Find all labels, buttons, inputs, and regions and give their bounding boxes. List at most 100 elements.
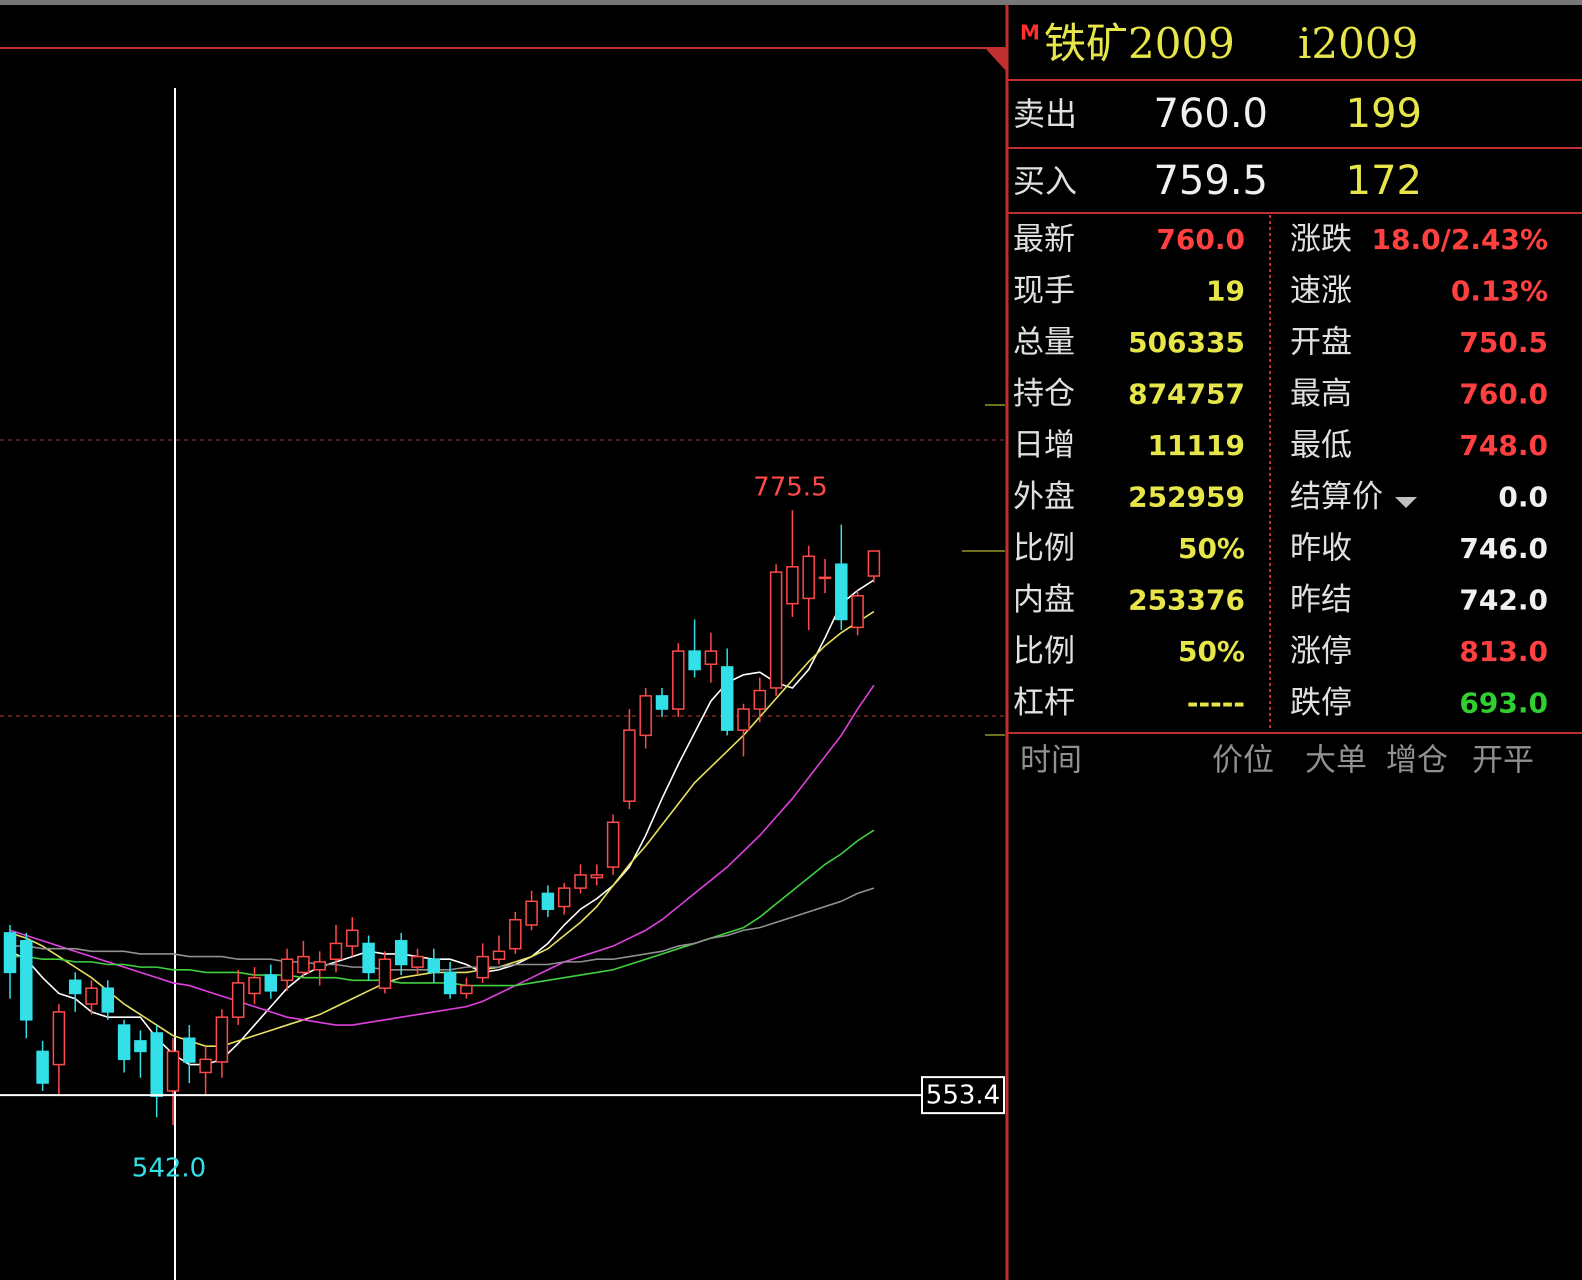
candle-body xyxy=(378,958,392,989)
candle-body xyxy=(183,1037,196,1063)
panel-lines xyxy=(1008,79,1582,734)
row-value: 11119 xyxy=(1148,429,1245,462)
candle-body xyxy=(672,650,685,710)
row-label: 昨收 xyxy=(1290,531,1352,567)
low-label: 542.0 xyxy=(132,1154,206,1184)
quote-name: 铁矿2009 xyxy=(1044,19,1235,68)
row-value: 19 xyxy=(1206,275,1245,308)
bid-price: 759.5 xyxy=(1153,158,1268,204)
ask-volume: 199 xyxy=(1346,91,1422,137)
row-label: 比例 xyxy=(1013,634,1075,670)
high-label: 775.5 xyxy=(753,473,827,503)
candle-body xyxy=(329,942,343,960)
ask-price: 760.0 xyxy=(1153,91,1268,137)
candle-body xyxy=(313,961,326,971)
candle-body xyxy=(492,950,506,960)
row-label: 最新 xyxy=(1013,222,1075,258)
candle-body xyxy=(574,874,587,889)
quote-code: i2009 xyxy=(1298,19,1418,68)
candle-body xyxy=(753,689,767,710)
candle-body xyxy=(150,1032,163,1097)
candle-body xyxy=(85,987,98,1005)
row-label: 比例 xyxy=(1013,531,1075,567)
row-label: 开盘 xyxy=(1290,325,1352,361)
row-value: 748.0 xyxy=(1459,429,1548,462)
candle-body xyxy=(394,940,408,966)
candle-body xyxy=(623,729,636,802)
candle-body xyxy=(541,892,555,910)
row-value: 760.0 xyxy=(1459,378,1548,411)
quote-mark: M xyxy=(1020,21,1040,45)
column-header: 大单 xyxy=(1305,743,1367,779)
candle-body xyxy=(655,695,669,710)
candle-body xyxy=(720,666,734,731)
candle-body xyxy=(427,958,441,974)
row-label: 跌停 xyxy=(1290,685,1352,721)
row-label: 持仓 xyxy=(1013,376,1075,412)
dropdown-arrow[interactable] xyxy=(1395,497,1417,508)
column-header: 价位 xyxy=(1212,743,1274,779)
candle-body xyxy=(590,874,604,879)
candle-body xyxy=(248,976,261,995)
candle-body xyxy=(215,1016,229,1063)
moving-average xyxy=(9,684,875,1026)
candle-body xyxy=(346,929,359,947)
candle-body xyxy=(68,979,82,995)
candle-body xyxy=(3,932,17,974)
candle-body xyxy=(443,971,457,995)
candle-body xyxy=(818,576,832,580)
row-value: 813.0 xyxy=(1459,635,1548,668)
candle-body xyxy=(769,571,783,689)
row-label: 日增 xyxy=(1013,428,1075,464)
moving-average xyxy=(10,887,875,971)
candle-body xyxy=(851,595,864,629)
candle-body xyxy=(639,695,652,737)
row-label: 总量 xyxy=(1013,325,1075,361)
row-label: 涨跌 xyxy=(1290,222,1352,258)
bid-volume: 172 xyxy=(1346,158,1422,204)
candle-body xyxy=(231,982,245,1018)
row-label: 杠杆 xyxy=(1013,685,1075,721)
candle-body xyxy=(117,1024,131,1061)
candle-body xyxy=(264,974,278,992)
row-label: 最高 xyxy=(1290,376,1352,412)
row-value: ----- xyxy=(1187,687,1245,720)
candle-body xyxy=(411,955,424,968)
cursor-box xyxy=(921,1076,1005,1115)
candle-body xyxy=(20,940,33,1021)
row-label: 内盘 xyxy=(1013,582,1075,618)
candle-body xyxy=(557,887,571,908)
candle-body xyxy=(199,1058,212,1074)
candle-body xyxy=(36,1050,49,1084)
candle-body xyxy=(786,566,799,605)
candle-body xyxy=(606,821,620,868)
row-label: 外盘 xyxy=(1013,479,1075,515)
row-label: 昨结 xyxy=(1290,582,1352,618)
row-value: 693.0 xyxy=(1459,687,1548,720)
candle-body xyxy=(101,987,115,1013)
row-label: 涨停 xyxy=(1290,634,1352,670)
moving-average xyxy=(10,829,875,987)
column-header: 增仓 xyxy=(1386,743,1448,779)
row-value: 0.13% xyxy=(1451,275,1548,308)
bid-label: 买入 xyxy=(1013,162,1077,200)
ask-label: 卖出 xyxy=(1013,95,1077,133)
candle-body xyxy=(802,555,815,600)
row-label: 速涨 xyxy=(1290,273,1352,309)
row-value: 760.0 xyxy=(1156,223,1245,256)
row-value: 874757 xyxy=(1128,378,1245,411)
candle-body xyxy=(704,650,718,666)
candle-body xyxy=(509,918,522,950)
candle-body xyxy=(52,1011,66,1066)
moving-average xyxy=(9,579,875,1066)
row-value: 18.0/2.43% xyxy=(1372,223,1548,256)
candle-body xyxy=(362,942,375,974)
row-value: 252959 xyxy=(1128,481,1245,514)
top-strip xyxy=(0,0,1582,5)
candle-body xyxy=(134,1040,147,1053)
row-label: 最低 xyxy=(1290,428,1352,464)
row-label: 结算价 xyxy=(1290,479,1383,515)
candle-body xyxy=(867,550,881,577)
